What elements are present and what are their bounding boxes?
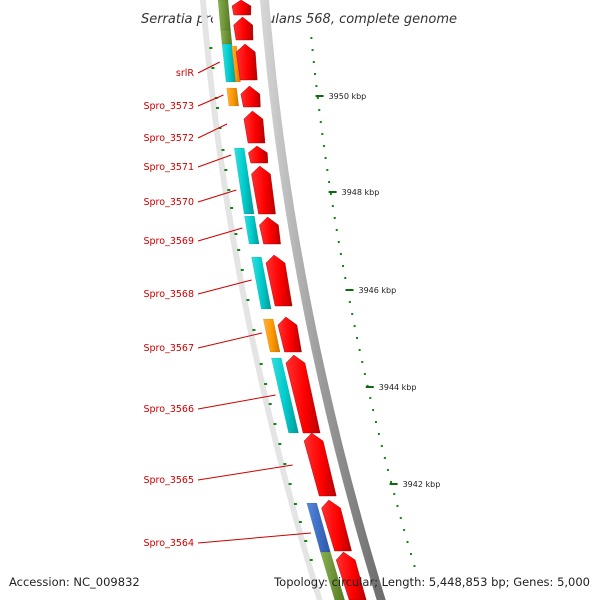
gene-leader-2 [197, 123, 228, 139]
cds-arrow-3 [240, 85, 261, 108]
cog-block-4 [226, 87, 240, 107]
cog-block-11 [320, 551, 345, 600]
cds-arrow-0 [231, 0, 252, 16]
cds-arrow-4 [243, 110, 266, 144]
gene-leader-6 [197, 279, 252, 295]
gene-label-spro-3568[interactable]: Spro_3568 [144, 289, 195, 300]
cds-arrow-11 [303, 432, 337, 497]
gene-label-spro-3564[interactable]: Spro_3564 [144, 538, 195, 549]
gene-label-srlr[interactable]: srlR [176, 68, 194, 79]
gene-leader-10 [197, 532, 311, 544]
gene-label-track: srlR Spro_3573 Spro_3572 Spro_3571 Spro_3570… [144, 61, 311, 549]
cds-arrow-7 [259, 216, 281, 245]
cds-arrow-6 [251, 165, 276, 215]
cds-arrow-5 [248, 145, 269, 164]
gene-label-spro-3572[interactable]: Spro_3572 [144, 133, 195, 144]
gene-leader-9 [197, 464, 293, 481]
cds-arrow-8 [265, 254, 293, 307]
backbone-ring [260, 0, 386, 600]
cog-block-1 [220, 29, 233, 45]
cds-arrow-13 [335, 551, 367, 600]
gene-label-spro-3567[interactable]: Spro_3567 [144, 343, 195, 354]
cog-block-8 [262, 318, 281, 353]
gene-label-spro-3573[interactable]: Spro_3573 [144, 101, 195, 112]
cog-block-3 [231, 45, 241, 83]
gene-label-spro-3569[interactable]: Spro_3569 [144, 236, 195, 247]
cds-arrow-2 [236, 43, 258, 81]
cog-block-7 [251, 256, 272, 310]
cog-track [217, 0, 345, 600]
gene-leader-0 [197, 61, 221, 74]
cds-arrow-1 [233, 16, 254, 41]
tick-label-1: 3948 kbp [342, 188, 380, 197]
gene-label-spro-3566[interactable]: Spro_3566 [144, 404, 195, 415]
gene-leader-3 [197, 154, 232, 168]
topology-summary: Topology: circular; Length: 5,448,853 bp… [273, 575, 590, 589]
gene-leader-1 [197, 94, 224, 107]
gene-leader-7 [197, 332, 263, 349]
cog-block-6 [244, 215, 260, 245]
tick-label-0: 3950 kbp [329, 92, 367, 101]
gene-label-spro-3571[interactable]: Spro_3571 [144, 162, 195, 173]
gene-leader-4 [197, 189, 237, 203]
tick-label-4: 3942 kbp [403, 480, 441, 489]
cog-block-5 [233, 147, 255, 215]
gene-label-spro-3565[interactable]: Spro_3565 [144, 475, 195, 486]
gene-label-spro-3570[interactable]: Spro_3570 [144, 197, 195, 208]
tick-label-3: 3944 kbp [379, 383, 417, 392]
tick-label-2: 3946 kbp [359, 286, 397, 295]
cds-arrow-9 [277, 316, 302, 353]
map-title: Serratia proteamaculans 568, complete ge… [141, 12, 457, 27]
gene-leader-5 [197, 227, 243, 242]
gene-leader-8 [197, 394, 276, 410]
accession-text: Accession: NC_009832 [9, 575, 140, 589]
cog-block-9 [271, 357, 299, 434]
cds-track [231, 0, 367, 600]
cds-arrow-12 [321, 499, 352, 552]
tick-track: 3950 kbp 3948 kbp 3946 kbp 3944 kbp 3942 kbp [209, 37, 441, 567]
